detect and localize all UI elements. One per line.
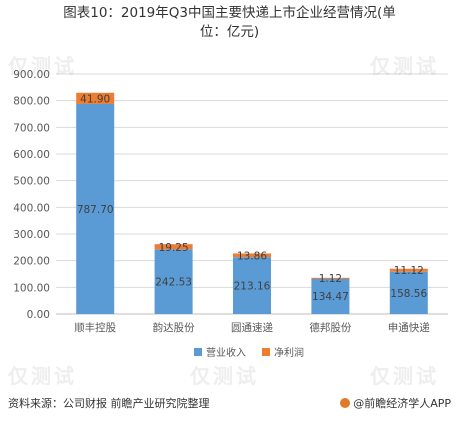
x-tick-label: 圆通速递 (231, 321, 273, 334)
bar-profit (233, 253, 271, 258)
y-tick-label: 200.00 (13, 256, 50, 268)
data-label-revenue: 213.16 (234, 281, 271, 293)
chart-title-line2: 位：亿元) (199, 24, 260, 40)
bar-revenue (389, 271, 428, 314)
y-tick-label: 100.00 (13, 282, 50, 294)
x-tick-label: 顺丰控股 (74, 321, 116, 334)
data-label-revenue: 242.53 (155, 277, 192, 289)
y-tick-label: 500.00 (13, 176, 50, 188)
data-label-profit: 19.25 (159, 242, 189, 254)
bar-profit (76, 92, 115, 104)
bar-profit (311, 277, 350, 279)
stacked-bar-chart: 0.00 100.00 200.00 300.00 400.00 500.00 600.00… (13, 69, 448, 359)
y-tick-label: 300.00 (13, 229, 50, 241)
legend-swatch-profit (262, 348, 270, 356)
data-label-profit: 13.86 (237, 250, 267, 262)
legend-label-profit: 净利润 (274, 346, 304, 359)
y-tick-label: 700.00 (13, 122, 50, 134)
y-tick-label: 900.00 (13, 69, 50, 81)
data-label-profit: 11.12 (394, 265, 424, 277)
brand-logo-icon (340, 398, 351, 408)
bar-revenue (311, 278, 350, 314)
legend-label-revenue: 营业收入 (206, 346, 246, 359)
source-note: 资料来源：公司财报 前瞻产业研究院整理 (8, 397, 210, 410)
x-tick-label: 韵达股份 (153, 321, 195, 334)
chart-title-line1: 图表10：2019年Q3中国主要快递上市企业经营情况(单 (63, 5, 396, 21)
footer: 资料来源：公司财报 前瞻产业研究院整理 @前瞻经济学人APP (0, 392, 459, 414)
brand-text: @前瞻经济学人APP (353, 397, 451, 410)
y-tick-label: 800.00 (13, 96, 50, 108)
y-tick-label: 0.00 (27, 309, 50, 321)
data-label-revenue: 158.56 (390, 288, 427, 300)
bar-revenue (233, 257, 271, 314)
legend-swatch-revenue (194, 348, 202, 356)
data-label-revenue: 134.47 (312, 291, 349, 303)
bar-profit (389, 268, 428, 272)
y-tick-label: 600.00 (13, 149, 50, 161)
chart-title: 图表10：2019年Q3中国主要快递上市企业经营情况(单 位：亿元) (0, 4, 459, 42)
bar-revenue (76, 103, 115, 314)
x-tick-label: 德邦股份 (309, 321, 351, 334)
data-label-profit: 1.12 (319, 273, 342, 285)
data-label-profit: 41.90 (80, 93, 110, 105)
bar-revenue (154, 249, 193, 314)
data-label-revenue: 787.70 (77, 204, 114, 216)
y-tick-label: 400.00 (13, 202, 50, 214)
brand-credit: @前瞻经济学人APP (340, 395, 451, 411)
bar-profit (154, 244, 193, 250)
x-tick-label: 申通快递 (388, 321, 430, 334)
